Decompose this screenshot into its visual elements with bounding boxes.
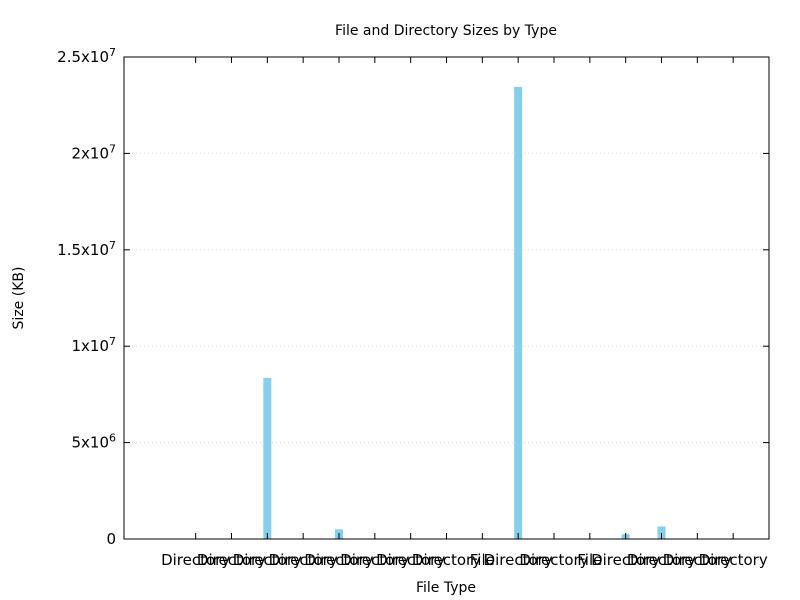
y-tick-label: 2x107 <box>71 142 116 162</box>
y-tick-label: 1x107 <box>71 335 116 355</box>
x-tick-label: Directory <box>519 551 588 569</box>
x-tick-label: Directory <box>484 551 553 569</box>
plot-area-frame <box>123 56 770 540</box>
x-tick-label: Directory <box>627 551 696 569</box>
bar <box>657 526 666 539</box>
x-tick-label: Directory <box>269 551 338 569</box>
y-tick-label: 0 <box>106 530 116 548</box>
x-tick-label: Directory <box>161 551 230 569</box>
x-tick-label: File <box>577 551 602 569</box>
x-tick-label: Directory <box>233 551 302 569</box>
grid-lines <box>124 152 769 444</box>
bar <box>514 86 523 539</box>
bars <box>263 86 666 539</box>
x-axis-ticks: DirectoryDirectoryDirectoryDirectoryDire… <box>161 57 768 569</box>
x-tick-label: Directory <box>663 551 732 569</box>
x-tick-label: Directory <box>197 551 266 569</box>
x-axis-label: File Type <box>416 580 476 596</box>
x-tick-label: Directory <box>699 551 768 569</box>
y-axis-ticks: 0 5x106 1x107 1.5x107 2x107 2.5x107 <box>57 46 769 548</box>
y-tick-label: 2.5x107 <box>57 46 116 66</box>
x-tick-label: Directory <box>340 551 409 569</box>
bar <box>263 378 272 539</box>
y-tick-label: 1.5x107 <box>57 239 116 259</box>
y-axis-label: Size (KB) <box>11 267 27 330</box>
y-tick-label: 5x106 <box>71 432 116 452</box>
chart-title: File and Directory Sizes by Type <box>335 23 557 39</box>
x-tick-label: Directory <box>376 551 445 569</box>
x-tick-label: Directory <box>591 551 660 569</box>
x-tick-label: Directory <box>412 551 481 569</box>
x-tick-label: Directory <box>304 551 373 569</box>
x-tick-label: File <box>470 551 495 569</box>
